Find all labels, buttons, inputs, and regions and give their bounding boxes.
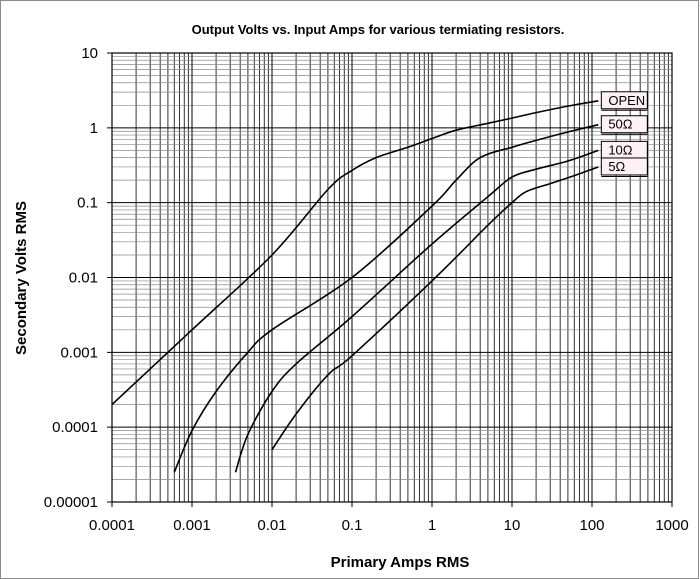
chart-title: Output Volts vs. Input Amps for various … [192,22,565,37]
y-tick-labels: 0.00001 0.0001 0.001 0.01 0.1 1 10 [44,45,98,511]
y-tick-label: 0.001 [60,344,98,361]
x-tick-label: 100 [579,517,604,534]
x-tick-label: 0.0001 [89,517,135,534]
series-label-box [600,91,648,110]
series-layer [111,100,599,473]
x-tick-label: 0.001 [173,517,211,534]
y-tick-label: 0.00001 [44,494,98,511]
x-tick-label: 0.1 [342,517,363,534]
plot-area-border [111,52,673,503]
x-tick-label: 10 [504,517,521,534]
y-axis-label: Secondary Volts RMS [13,201,30,355]
series-labels: OPEN 50Ω 10Ω 5Ω [600,91,648,177]
x-tick-label: 0.01 [257,517,286,534]
y-tick-label: 0.1 [77,195,98,212]
x-axis-label: Primary Amps RMS [331,554,470,571]
y-tick-label: 0.01 [69,270,98,287]
series-label-box [600,115,648,134]
series-label-box [600,157,648,176]
series-label: OPEN [608,93,645,108]
series-line-3 [271,166,599,451]
y-tick-label: 0.0001 [52,419,98,436]
series-label: 5Ω [608,159,625,174]
x-tick-label: 1000 [655,517,688,534]
series-line-1 [173,123,599,473]
series-label: 10Ω [608,142,632,157]
x-tick-label: 1 [428,517,436,534]
series-label: 50Ω [608,117,632,132]
series-line-2 [234,149,599,473]
y-tick-label: 1 [90,120,98,137]
series-line-0 [111,100,599,406]
y-tick-label: 10 [81,45,98,62]
x-tick-labels: 0.0001 0.001 0.01 0.1 1 10 100 1000 [89,517,689,534]
